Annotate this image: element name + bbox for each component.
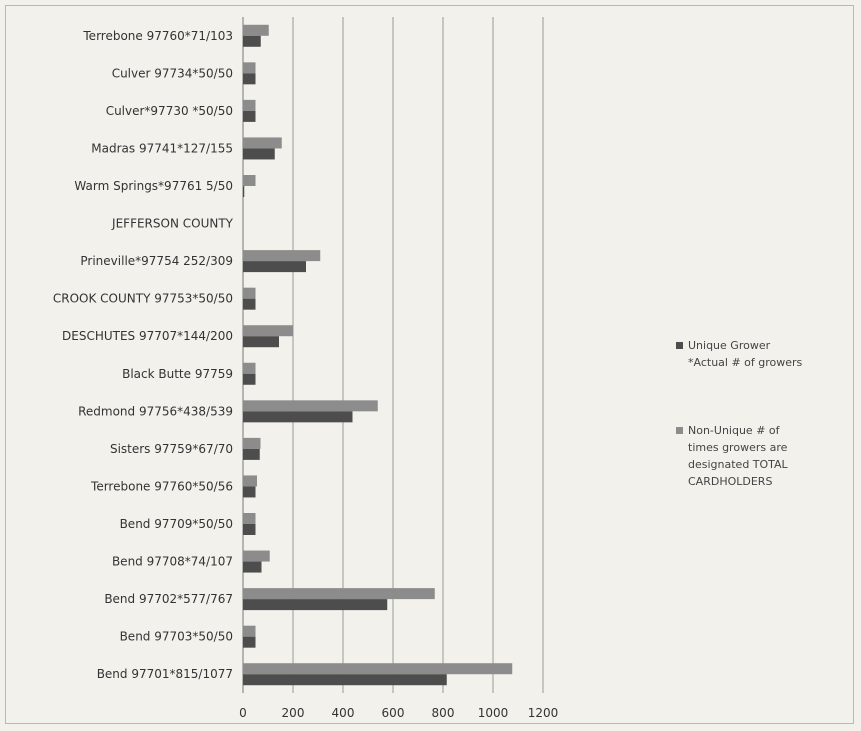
bar-total	[243, 99, 256, 111]
bar-total	[243, 663, 513, 675]
bar-unique	[243, 486, 256, 498]
category-label: Black Butte 97759	[122, 367, 233, 381]
legend-label-unique: *Actual # of growers	[688, 356, 803, 369]
category-label: DESCHUTES 97707*144/200	[62, 329, 233, 343]
bar-total	[243, 400, 378, 412]
bar-total	[243, 475, 257, 487]
legend-marker-unique	[676, 342, 683, 349]
x-tick-label: 800	[432, 706, 455, 720]
bar-unique	[243, 448, 260, 460]
category-label: Bend 97702*577/767	[104, 592, 233, 606]
bar-unique	[243, 599, 388, 611]
category-label: Prineville*97754 252/309	[80, 254, 233, 268]
bar-unique	[243, 373, 256, 385]
x-tick-label: 600	[382, 706, 405, 720]
bar-total	[243, 625, 256, 637]
category-label: Redmond 97756*438/539	[78, 404, 233, 418]
bar-total	[243, 550, 270, 562]
category-label: Terrebone 97760*71/103	[82, 29, 233, 43]
legend-marker-total	[676, 427, 683, 434]
legend-label-total: times growers are	[688, 441, 788, 454]
bar-total	[243, 175, 256, 186]
bar-unique	[243, 298, 256, 310]
category-label: Culver 97734*50/50	[112, 66, 233, 80]
bar-unique	[243, 336, 279, 348]
category-label: CROOK COUNTY 97753*50/50	[53, 292, 233, 306]
bar-unique	[243, 110, 256, 122]
x-tick-label: 400	[332, 706, 355, 720]
category-label: Madras 97741*127/155	[91, 141, 233, 155]
legend-label-total: designated TOTAL	[688, 458, 789, 471]
bar-unique	[243, 261, 306, 273]
category-label: Culver*97730 *50/50	[106, 104, 233, 118]
x-tick-label: 200	[282, 706, 305, 720]
category-label: Terrebone 97760*50/56	[90, 479, 233, 493]
bar-total	[243, 24, 269, 36]
bar-unique	[243, 148, 275, 160]
legend-label-unique: Unique Grower	[688, 339, 771, 352]
category-label: Bend 97703*50/50	[120, 630, 233, 644]
legend-label-total: Non-Unique # of	[688, 424, 781, 437]
bar-total	[243, 250, 321, 262]
bar-total	[243, 588, 435, 600]
bar-unique	[243, 73, 256, 85]
bar-unique	[243, 524, 256, 535]
bar-unique	[243, 186, 245, 197]
category-label: Bend 97708*74/107	[112, 555, 233, 569]
bar-unique	[243, 674, 447, 686]
bar-unique	[243, 561, 262, 573]
bar-unique	[243, 35, 261, 47]
x-tick-label: 0	[239, 706, 247, 720]
bar-total	[243, 362, 256, 374]
bar-total	[243, 325, 293, 337]
bar-total	[243, 137, 282, 149]
chart-frame: 0 200 400 600 800 1000 1200 Bend 97701*815/1077…	[5, 5, 854, 724]
category-label: Bend 97709*50/50	[120, 517, 233, 531]
bar-chart: 0 200 400 600 800 1000 1200 Bend 97701*815/1077…	[53, 17, 803, 720]
bar-total	[243, 437, 261, 449]
category-label: Sisters 97759*67/70	[110, 442, 233, 456]
bar-total	[243, 513, 256, 524]
bar-total	[243, 287, 256, 299]
category-label: JEFFERSON COUNTY	[111, 217, 234, 231]
bar-unique	[243, 411, 353, 423]
bar-unique	[243, 636, 256, 648]
category-label: Warm Springs*97761 5/50	[74, 179, 233, 193]
x-tick-label: 1200	[528, 706, 559, 720]
x-tick-label: 1000	[478, 706, 509, 720]
legend-label-total: CARDHOLDERS	[688, 475, 772, 488]
category-label: Bend 97701*815/1077	[97, 667, 233, 681]
bar-total	[243, 62, 256, 74]
